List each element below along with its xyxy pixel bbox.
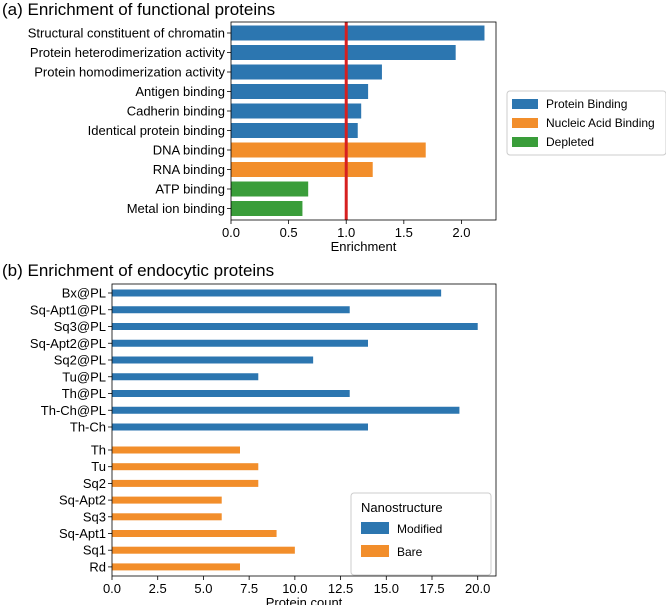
b-bar-sq-apt2 — [112, 496, 222, 504]
a-bar-protein-homodimerization-activity — [231, 64, 382, 80]
b-bar-tu-pl — [112, 373, 259, 381]
b-y-tick-label-bx-pl: Bx@PL — [62, 286, 106, 301]
a-x-tick-label: 0.5 — [280, 225, 298, 240]
a-bar-cadherin-binding — [231, 103, 362, 119]
a-y-tick-label-cadherin-binding: Cadherin binding — [127, 104, 225, 119]
b-y-tick-label-sq3-pl: Sq3@PL — [54, 319, 106, 334]
b-x-tick-label: 20.0 — [465, 581, 490, 596]
panel-b-bars — [112, 289, 478, 571]
panel-a-x-ticks: 0.0 0.5 1.0 1.5 2.0 — [222, 220, 470, 240]
a-x-tick-label: 2.0 — [452, 225, 470, 240]
b-bar-sq3 — [112, 513, 222, 521]
a-bar-identical-protein-binding — [231, 123, 358, 138]
legend-title-nanostructure: Nanostructure — [361, 500, 443, 515]
b-x-tick-label: 10.0 — [282, 581, 307, 596]
b-y-tick-label-th: Th — [91, 443, 106, 458]
panel-b-plot-frame — [111, 283, 497, 577]
b-bar-bx-pl — [112, 289, 442, 297]
panel-a-x-axis-label: Enrichment — [331, 239, 397, 254]
a-bar-metal-ion-binding — [231, 201, 303, 216]
b-y-tick-label-sq1: Sq1 — [83, 543, 106, 558]
a-y-tick-label-metal-ion-binding: Metal ion binding — [127, 201, 225, 216]
b-y-tick-label-sq-apt1: Sq-Apt1 — [59, 526, 106, 541]
panel-a-legend: Protein Binding Nucleic Acid Binding Dep… — [506, 90, 666, 156]
panel-a-bars — [231, 25, 485, 216]
a-bar-rna-binding — [231, 162, 373, 177]
panel-b-x-axis-label: Protein count — [266, 595, 343, 605]
b-x-tick-label: 12.5 — [328, 581, 353, 596]
panel-b-x-ticks: 0.0 2.5 5.0 7.5 10.0 12.5 15.0 17.5 20.0 — [103, 576, 490, 596]
panel-a-plot-frame — [230, 21, 497, 221]
b-x-tick-label: 7.5 — [240, 581, 258, 596]
b-x-tick-label: 0.0 — [103, 581, 121, 596]
a-y-tick-label-dna-binding: DNA binding — [153, 143, 225, 158]
b-x-tick-label: 15.0 — [374, 581, 399, 596]
a-y-tick-label-atp-binding: ATP binding — [155, 182, 225, 197]
legend-label-bare: Bare — [397, 545, 423, 559]
panel-b-legend: Nanostructure Modified Bare — [350, 492, 492, 576]
a-y-tick-label-identical-protein-binding: Identical protein binding — [88, 123, 225, 138]
panel-b-title: (b) Enrichment of endocytic proteins — [2, 261, 274, 280]
a-y-tick-label-structural-constituent-of-chromatin: Structural constituent of chromatin — [28, 26, 225, 41]
b-y-tick-label-sq2: Sq2 — [83, 476, 106, 491]
legend-swatch-modified — [361, 522, 389, 534]
b-y-tick-label-sq-apt1-pl: Sq-Apt1@PL — [30, 302, 106, 317]
a-bar-atp-binding — [231, 181, 309, 197]
b-bar-th — [112, 446, 240, 454]
legend-label-modified: Modified — [397, 522, 442, 536]
b-bar-tu — [112, 463, 259, 471]
b-y-tick-label-sq-apt2-pl: Sq-Apt2@PL — [30, 336, 106, 351]
b-bar-sq2-pl — [112, 356, 314, 364]
panel-a-title: (a) Enrichment of functional proteins — [2, 0, 275, 19]
b-bar-sq2 — [112, 479, 259, 487]
legend-swatch-nucleic-acid-binding — [512, 118, 538, 128]
b-bar-sq1 — [112, 546, 295, 554]
b-bar-th-pl — [112, 390, 350, 397]
b-bar-th-ch-pl — [112, 406, 460, 414]
b-y-tick-label-th-pl: Th@PL — [62, 386, 106, 401]
b-bar-rd — [112, 563, 240, 571]
b-bar-sq-apt2-pl — [112, 339, 368, 347]
legend-swatch-bare — [361, 545, 389, 557]
b-x-tick-label: 2.5 — [149, 581, 167, 596]
a-bar-protein-heterodimerization-activity — [231, 45, 456, 60]
legend-label-depleted: Depleted — [546, 135, 594, 149]
b-y-tick-label-sq3: Sq3 — [83, 509, 106, 524]
b-x-tick-label: 17.5 — [419, 581, 444, 596]
panel-a-y-tick-labels: Structural constituent of chromatin Prote… — [28, 26, 231, 216]
b-y-tick-label-sq2-pl: Sq2@PL — [54, 353, 106, 368]
a-x-tick-label: 0.0 — [222, 225, 240, 240]
a-y-tick-label-antigen-binding: Antigen binding — [135, 84, 225, 99]
b-y-tick-label-th-ch-pl: Th-Ch@PL — [41, 403, 106, 418]
legend-label-protein-binding: Protein Binding — [546, 97, 627, 111]
legend-swatch-protein-binding — [512, 99, 538, 109]
b-y-tick-label-tu-pl: Tu@PL — [62, 369, 106, 384]
a-y-tick-label-rna-binding: RNA binding — [153, 162, 225, 177]
a-bar-antigen-binding — [231, 84, 369, 99]
b-bar-th-ch — [112, 423, 368, 431]
a-x-tick-label: 1.5 — [395, 225, 413, 240]
a-bar-structural-constituent-of-chromatin — [231, 25, 485, 41]
b-y-tick-label-tu: Tu — [91, 459, 106, 474]
legend-swatch-depleted — [512, 137, 538, 147]
a-x-tick-label: 1.0 — [337, 225, 355, 240]
b-y-tick-label-sq-apt2: Sq-Apt2 — [59, 493, 106, 508]
b-bar-sq-apt1 — [112, 530, 277, 537]
a-y-tick-label-protein-homodimerization-activity: Protein homodimerization activity — [34, 65, 225, 80]
a-bar-dna-binding — [231, 142, 426, 158]
b-y-tick-label-rd: Rd — [89, 559, 106, 574]
b-bar-sq-apt1-pl — [112, 306, 350, 314]
panel-a-legend-box — [506, 90, 666, 156]
b-bar-sq3-pl — [112, 323, 478, 330]
legend-label-nucleic-acid-binding: Nucleic Acid Binding — [546, 116, 655, 130]
b-x-tick-label: 5.0 — [194, 581, 212, 596]
b-y-tick-label-th-ch: Th-Ch — [70, 420, 106, 435]
a-y-tick-label-protein-heterodimerization-activity: Protein heterodimerization activity — [30, 45, 226, 60]
